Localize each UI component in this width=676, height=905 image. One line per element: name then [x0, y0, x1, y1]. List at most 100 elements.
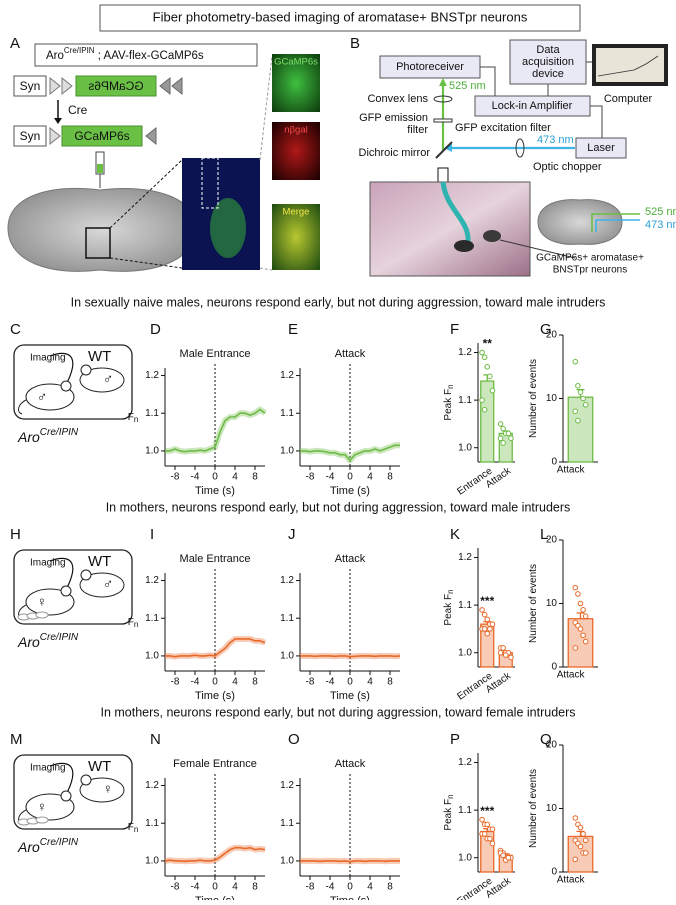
x-axis-label: Time (s): [195, 895, 235, 900]
x-tick-label: 0: [347, 472, 353, 483]
lox-sites: [49, 76, 73, 96]
pup: [35, 611, 49, 619]
zoom-lines: [109, 159, 183, 269]
data-point: [572, 815, 579, 821]
mouse-ear: [60, 585, 72, 597]
chart-title: Male Entrance: [180, 553, 251, 565]
y-label-sub: n: [446, 384, 455, 388]
promoter-box: [13, 75, 47, 97]
x-axis-label: Time (s): [330, 895, 370, 900]
daq-label: Data: [536, 44, 560, 56]
y-label-sub: n: [134, 415, 138, 424]
construct-box: [34, 43, 258, 67]
data-point: [582, 638, 589, 645]
y-axis-label: Peak Fn: [443, 589, 455, 625]
chart-title: Attack: [335, 348, 366, 360]
y-axis-label: Fn: [128, 822, 139, 834]
computer-display: [596, 48, 664, 82]
y-tick-label: 1.0: [145, 446, 159, 457]
trace: [300, 655, 401, 658]
chart-title: Male Entrance: [180, 348, 251, 360]
data-point: [572, 645, 579, 651]
panel-letter: H: [10, 526, 21, 543]
fiber-cable: [440, 181, 471, 243]
chopper-label: Optic chopper: [533, 161, 602, 173]
chart-title: Female Entrance: [173, 758, 257, 770]
y-tick-label: 1.1: [145, 818, 159, 829]
strain-label: WT: [88, 758, 111, 775]
genotype-main: Aro: [17, 429, 40, 445]
callout-line: [499, 239, 576, 259]
data-point: [572, 358, 579, 365]
y-axis-label: Peak Fn: [443, 384, 455, 420]
trace: [300, 444, 400, 462]
data-point: [500, 440, 506, 446]
x-tick-label: 4: [232, 472, 238, 483]
mouse: [79, 572, 125, 598]
y-tick-label: 1.1: [458, 805, 472, 816]
y-tick-label: 1.2: [280, 370, 294, 381]
data-point: [481, 354, 488, 361]
arrow-head: [54, 118, 62, 124]
computer-label: Computer: [604, 93, 653, 105]
mouse-tail: [18, 399, 27, 415]
y-tick-label: 1.1: [280, 818, 294, 829]
promoter-label: Syn: [20, 79, 41, 93]
y-tick-label: 1.1: [280, 613, 294, 624]
data-point: [582, 613, 589, 620]
y-tick-label: 1.0: [145, 856, 159, 867]
y-tick-label: 0: [551, 662, 557, 673]
data-point: [572, 856, 579, 863]
x-tick-label: 8: [387, 882, 393, 893]
inset-excitation: [595, 219, 640, 232]
y-label-main: F: [128, 822, 134, 833]
y-tick-label: 1.2: [145, 575, 159, 586]
pup: [35, 816, 49, 824]
chart-title: Attack: [335, 553, 366, 565]
cable: [480, 66, 549, 96]
gene-label-flipped: GCaMP6s: [88, 79, 143, 93]
y-tick-label: 1.0: [458, 442, 472, 453]
gene-box: [61, 125, 143, 147]
lens-label: Convex lens: [367, 93, 428, 105]
cable: [590, 105, 603, 138]
construct-sup: Cre/IPIN: [64, 46, 95, 55]
y-axis-label: Fn: [128, 412, 139, 424]
panel-letter: I: [150, 526, 154, 543]
y-label-sub: n: [446, 589, 455, 593]
stain-label: nβgal: [284, 125, 307, 136]
panel-letter: O: [288, 731, 300, 748]
significance: ***: [480, 804, 494, 818]
bar: [567, 835, 594, 873]
panel-letter: G: [540, 321, 552, 338]
sex-symbol: ♂: [103, 371, 114, 387]
data-point: [489, 840, 496, 847]
data-point: [479, 816, 485, 823]
data-point: [484, 364, 491, 370]
inset-brain: [537, 199, 623, 245]
sex-symbol: ♀: [37, 594, 48, 610]
data-point: [489, 826, 496, 832]
x-tick-label: 0: [212, 677, 218, 688]
x-axis-label: Time (s): [330, 690, 370, 702]
data-point: [484, 821, 491, 828]
panel-letter: K: [450, 526, 460, 543]
panel-letter: L: [540, 526, 548, 543]
imaging-label: Imaging: [30, 558, 66, 569]
y-tick-label: 1.0: [145, 651, 159, 662]
data-point: [479, 397, 485, 403]
trace: [165, 638, 266, 658]
construct-rest: ; AAV-flex-GCaMP6s: [95, 50, 204, 62]
y-label-main: Peak F: [443, 799, 454, 831]
y-tick-label: 0: [551, 457, 557, 468]
data-point: [489, 387, 496, 394]
genotype-label: AroCre/IPIN: [17, 837, 79, 855]
y-tick-label: 20: [546, 740, 558, 751]
sex-symbol: ♀: [37, 799, 48, 815]
fiber-track: [201, 157, 219, 209]
panel-letter: B: [350, 35, 360, 52]
daq-label: device: [532, 68, 564, 80]
x-tick-label: 0: [347, 677, 353, 688]
x-tick-label: Attack: [557, 465, 586, 476]
mouse-ear: [60, 790, 72, 802]
